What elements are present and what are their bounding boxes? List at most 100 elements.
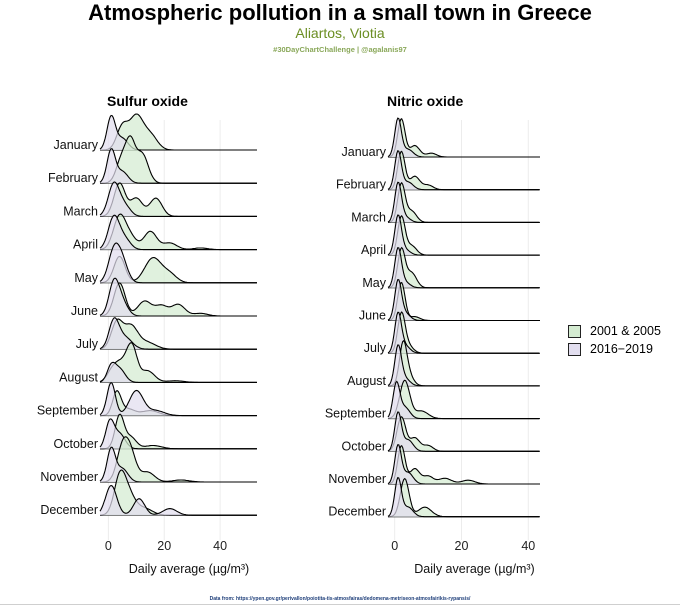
legend-label-2001-2005: 2001 & 2005 bbox=[590, 324, 661, 338]
ridge-september: September bbox=[325, 379, 540, 421]
chart-subtitle: Aliartos, Viotia bbox=[295, 25, 385, 41]
legend: 2001 & 2005 2016−2019 bbox=[568, 322, 661, 358]
density-line-2016-2019 bbox=[387, 411, 540, 452]
ridge-october: October bbox=[54, 413, 257, 451]
x-axis-label: Daily average (µg/m³) bbox=[129, 562, 249, 576]
ridge-april: April bbox=[73, 213, 257, 252]
density-line-2016-2019 bbox=[387, 117, 540, 158]
month-label-july: July bbox=[364, 341, 387, 355]
ridge-april: April bbox=[361, 214, 540, 257]
month-label-february: February bbox=[48, 171, 99, 185]
density-line-2016-2019 bbox=[99, 242, 257, 284]
ridge-june: June bbox=[359, 279, 540, 323]
density-fill-2016-2019 bbox=[100, 485, 257, 516]
month-label-april: April bbox=[73, 238, 98, 252]
density-line-2016-2019 bbox=[387, 380, 540, 420]
x-tick-label: 40 bbox=[213, 539, 227, 553]
density-fill-2016-2019 bbox=[100, 148, 257, 184]
ridge-december: December bbox=[40, 469, 257, 517]
density-line-2016-2019 bbox=[99, 181, 257, 217]
month-label-october: October bbox=[54, 437, 98, 451]
density-line-2016-2019 bbox=[387, 311, 540, 354]
density-fill-2016-2019 bbox=[100, 317, 257, 350]
density-line-2016-2019 bbox=[387, 214, 540, 256]
data-source-footer: Data from: https://ypen.gov.gr/perivallo… bbox=[209, 596, 471, 602]
density-fill-2001-2005 bbox=[100, 114, 257, 150]
month-label-august: August bbox=[347, 374, 386, 388]
ridge-january: January bbox=[54, 113, 257, 152]
density-line-2016-2019 bbox=[99, 484, 257, 516]
month-label-may: May bbox=[362, 276, 386, 290]
month-label-december: December bbox=[328, 505, 386, 519]
legend-label-2016-2019: 2016−2019 bbox=[590, 342, 653, 356]
x-tick-label: 0 bbox=[391, 539, 398, 553]
density-fill-2016-2019 bbox=[100, 278, 257, 316]
month-label-september: September bbox=[37, 404, 98, 418]
x-tick-label: 20 bbox=[455, 539, 469, 553]
ridge-december: December bbox=[328, 476, 540, 519]
legend-key-2001-2005 bbox=[568, 324, 581, 338]
legend-item-2016-2019: 2016−2019 bbox=[568, 340, 661, 358]
month-label-june: June bbox=[71, 304, 98, 318]
ridge-january: January bbox=[342, 117, 540, 159]
density-line-2016-2019 bbox=[387, 181, 540, 223]
month-label-november: November bbox=[40, 470, 98, 484]
ridge-november: November bbox=[40, 436, 257, 484]
density-line-2016-2019 bbox=[99, 446, 257, 483]
density-fill-2016-2019 bbox=[388, 247, 540, 288]
density-line-2016-2019 bbox=[387, 150, 540, 191]
panel-title: Nitric oxide bbox=[387, 93, 463, 109]
density-fill-2016-2019 bbox=[100, 182, 257, 217]
chart-caption: #30DayChartChallenge | @agalanis97 bbox=[273, 45, 407, 54]
month-label-july: July bbox=[76, 337, 99, 351]
density-fill-2016-2019 bbox=[100, 382, 257, 416]
density-fill-2016-2019 bbox=[100, 115, 257, 150]
panel-nitric-oxide: Nitric oxide January February March April May… bbox=[325, 93, 540, 576]
density-line-2016-2019 bbox=[99, 381, 257, 417]
month-label-september: September bbox=[325, 407, 386, 421]
month-label-april: April bbox=[361, 243, 386, 257]
ridge-february: February bbox=[48, 135, 257, 185]
ridge-august: August bbox=[59, 342, 257, 384]
density-fill-2001-2005 bbox=[100, 135, 257, 184]
month-label-february: February bbox=[336, 178, 387, 192]
density-fill-2016-2019 bbox=[388, 118, 540, 157]
density-line-2016-2019 bbox=[99, 277, 257, 317]
month-label-june: June bbox=[359, 309, 386, 323]
month-label-march: March bbox=[63, 204, 98, 218]
legend-key-2016-2019 bbox=[568, 342, 581, 356]
x-axis-label: Daily average (µg/m³) bbox=[414, 562, 534, 576]
ridge-july: July bbox=[76, 317, 257, 351]
density-line-2016-2019 bbox=[387, 476, 540, 518]
density-fill-2016-2019 bbox=[100, 418, 257, 449]
density-fill-2016-2019 bbox=[388, 477, 540, 517]
density-fill-2001-2005 bbox=[100, 319, 257, 350]
ridge-june: June bbox=[71, 277, 257, 318]
x-tick-label: 0 bbox=[105, 539, 112, 553]
density-fill-2001-2005 bbox=[100, 470, 257, 516]
density-fill-2016-2019 bbox=[388, 381, 540, 419]
density-fill-2001-2005 bbox=[100, 283, 257, 316]
density-line-2016-2019 bbox=[387, 444, 540, 485]
x-tick-label: 20 bbox=[157, 539, 171, 553]
density-line-2016-2019 bbox=[387, 279, 540, 322]
density-fill-2001-2005 bbox=[100, 342, 257, 383]
month-label-january: January bbox=[342, 145, 387, 159]
month-label-august: August bbox=[59, 370, 98, 384]
month-label-october: October bbox=[342, 439, 386, 453]
density-line-2016-2019 bbox=[99, 317, 257, 350]
panel-sulfur-oxide: Sulfur oxide January February March April May… bbox=[37, 93, 257, 576]
x-tick-label: 40 bbox=[521, 539, 535, 553]
month-label-january: January bbox=[54, 138, 99, 152]
month-label-march: March bbox=[351, 210, 386, 224]
density-fill-2001-2005 bbox=[100, 436, 257, 482]
month-label-may: May bbox=[74, 271, 98, 285]
ridge-march: March bbox=[63, 181, 257, 218]
ridge-may: May bbox=[362, 246, 540, 290]
month-label-november: November bbox=[328, 472, 386, 486]
density-line-2016-2019 bbox=[99, 214, 257, 251]
density-line-2016-2019 bbox=[99, 148, 257, 184]
density-line-2016-2019 bbox=[387, 247, 540, 289]
